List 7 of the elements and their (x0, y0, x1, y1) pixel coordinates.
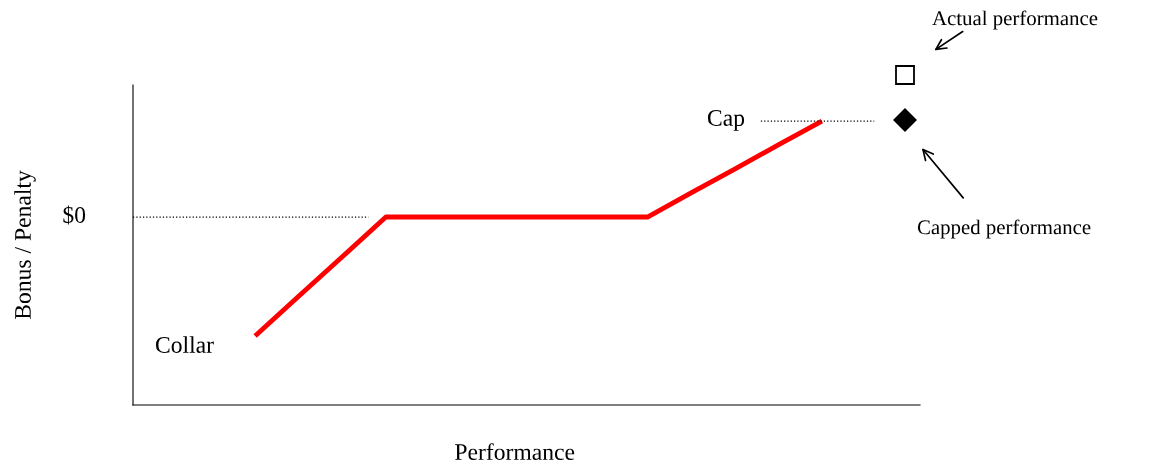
text: Collar (155, 336, 214, 353)
text: Capped performance (917, 219, 1091, 239)
x-axis-title: Performance (455, 443, 575, 461)
text: Actual performance (932, 10, 1098, 30)
text: Bonus / Penalty (14, 170, 36, 320)
annotation: Cap (707, 110, 745, 131)
text: $0 (63, 205, 86, 225)
